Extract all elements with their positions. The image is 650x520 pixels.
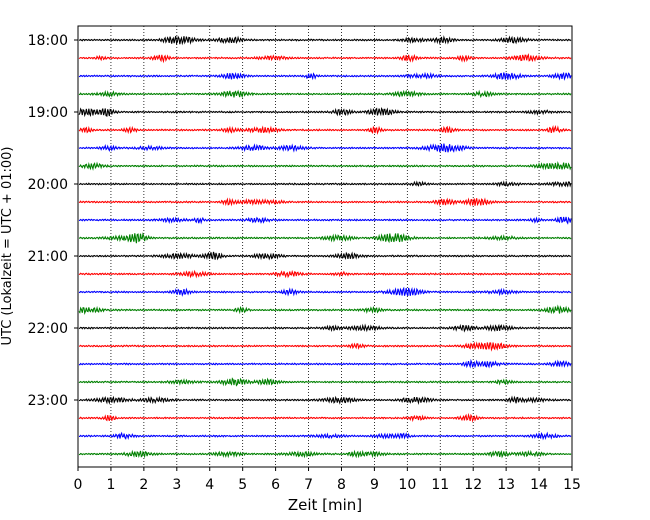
x-tick-label: 6 [271, 477, 280, 493]
trace-1815 [78, 53, 572, 64]
x-tick-label: 2 [139, 477, 148, 493]
y-tick-label: 23:00 [28, 393, 68, 409]
trace-2215 [78, 341, 572, 352]
trace-2130 [78, 286, 572, 297]
x-tick-label: 14 [530, 477, 548, 493]
trace-1930 [78, 143, 572, 153]
x-tick-label: 7 [304, 477, 313, 493]
trace-1915 [78, 124, 572, 135]
y-axis-label: UTC (Lokalzeit = UTC + 01:00) [0, 147, 15, 346]
trace-2045 [78, 232, 572, 244]
trace-2115 [78, 269, 572, 279]
x-tick-label: 8 [337, 477, 346, 493]
trace-2100 [78, 251, 572, 261]
y-tick-label: 19:00 [28, 105, 68, 121]
x-tick-label: 15 [563, 477, 581, 493]
x-tick-label: 0 [74, 477, 83, 493]
trace-2245 [78, 377, 572, 387]
x-tick-label: 9 [370, 477, 379, 493]
trace-2300 [78, 395, 572, 405]
trace-2000 [79, 180, 572, 188]
trace-2200 [78, 323, 572, 333]
x-tick-label: 1 [106, 477, 115, 493]
x-tick-label: 13 [497, 477, 515, 493]
trace-1900 [78, 107, 572, 118]
traces [78, 35, 572, 459]
x-tick-label: 10 [398, 477, 416, 493]
y-tick-label: 21:00 [28, 249, 68, 265]
trace-1845 [78, 89, 572, 99]
trace-1830 [78, 71, 572, 81]
x-tick-label: 5 [238, 477, 247, 493]
x-axis-ticks: 0 1 2 3 4 5 6 7 8 9 10 11 12 13 14 15 [74, 467, 581, 493]
trace-1800 [78, 35, 572, 46]
trace-2145 [78, 304, 572, 315]
y-axis-ticks: 18:00 19:00 20:00 21:00 22:00 23:00 [28, 33, 78, 409]
x-tick-label: 12 [464, 477, 482, 493]
trace-2345 [78, 449, 572, 459]
x-tick-label: 3 [172, 477, 181, 493]
y-tick-label: 20:00 [28, 177, 68, 193]
y-tick-label: 22:00 [28, 321, 68, 337]
trace-1945 [78, 161, 572, 171]
axes-border [77, 25, 573, 468]
y-tick-label: 18:00 [28, 33, 68, 49]
trace-2030 [78, 215, 572, 225]
x-tick-label: 4 [205, 477, 214, 493]
plot-frame [78, 26, 572, 467]
trace-2315 [78, 412, 572, 423]
trace-2015 [78, 197, 572, 207]
x-axis-label: Zeit [min] [288, 496, 362, 514]
trace-2330 [78, 431, 572, 441]
trace-2230 [78, 358, 572, 369]
x-tick-label: 11 [431, 477, 449, 493]
